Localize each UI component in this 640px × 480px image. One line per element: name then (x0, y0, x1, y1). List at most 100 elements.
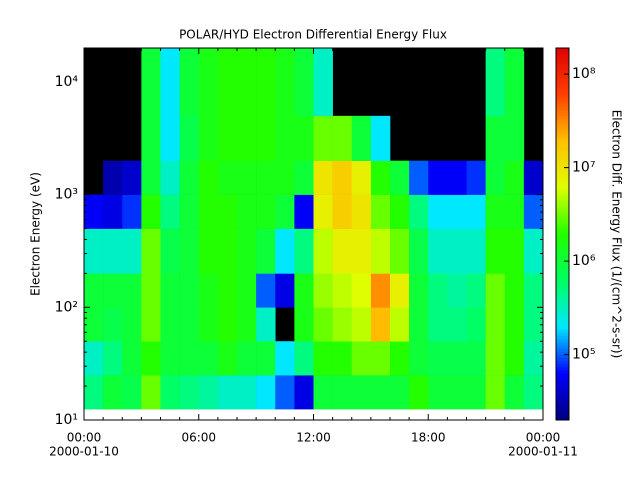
colorbar-segment (556, 314, 569, 319)
cell (160, 307, 180, 342)
colorbar-segment (556, 106, 569, 111)
cell (332, 115, 353, 161)
colorbar-segment (556, 224, 569, 229)
cell (351, 228, 372, 274)
cell (160, 228, 180, 274)
colorbar-segment (556, 323, 569, 328)
cell (294, 273, 314, 308)
cell (217, 228, 238, 274)
cell (504, 115, 525, 161)
cell (256, 194, 276, 229)
colorbar-segment (556, 97, 569, 102)
colorbar-segment (556, 382, 569, 387)
colorbar-segment (556, 218, 569, 223)
x-tick-label: 06:00 (181, 431, 216, 445)
cell (466, 375, 486, 410)
cell (160, 160, 180, 195)
colorbar-segment (556, 196, 569, 201)
colorbar-segment (556, 60, 569, 64)
cell (313, 375, 333, 410)
cell (294, 194, 314, 229)
cell (179, 273, 200, 308)
cell (370, 160, 391, 195)
cell (179, 160, 200, 195)
cell (485, 48, 506, 117)
colorbar-segment (556, 407, 569, 412)
cell (370, 194, 391, 229)
cell (466, 160, 486, 195)
colorbar-segment (556, 54, 569, 58)
cell (256, 228, 276, 274)
cell (217, 194, 238, 229)
cell (179, 228, 200, 274)
cell (466, 273, 486, 308)
colorbar-segment (556, 416, 569, 421)
colorbar-segment (556, 398, 569, 402)
cell (447, 341, 467, 376)
colorbar-segment (556, 292, 569, 297)
colorbar-segment (556, 165, 569, 170)
colorbar-segment (556, 342, 569, 347)
colorbar-segment (556, 94, 569, 99)
cell (351, 341, 372, 376)
cell (332, 307, 353, 342)
cell (409, 341, 429, 376)
colorbar-segment (556, 367, 569, 371)
colorbar-segment (556, 150, 569, 154)
cell (351, 273, 372, 308)
colorbar-tick-label: 10⁶ (572, 253, 596, 269)
cell (237, 115, 257, 161)
colorbar-segment (556, 249, 569, 254)
cell (504, 48, 525, 117)
cell (313, 194, 333, 229)
cell (179, 375, 200, 410)
cell (294, 228, 314, 274)
colorbar-segment (556, 206, 569, 210)
cell (84, 307, 104, 342)
cell (103, 375, 123, 410)
cell (294, 375, 314, 410)
colorbar-segment (556, 75, 569, 80)
cell (523, 228, 544, 274)
cell (275, 48, 295, 117)
colorbar-segment (556, 339, 569, 343)
cell (294, 160, 314, 195)
cell (275, 194, 295, 229)
colorbar-segment (556, 351, 569, 356)
colorbar-segment (556, 178, 569, 182)
cell (390, 341, 410, 376)
cell (332, 375, 353, 410)
cell (447, 307, 467, 342)
cell (523, 194, 544, 229)
colorbar-segment (556, 240, 569, 244)
cell (313, 228, 333, 274)
cell (447, 228, 467, 274)
cell (485, 194, 506, 229)
colorbar-segment (556, 156, 569, 161)
colorbar-segment (556, 302, 569, 306)
colorbar-segment (556, 159, 569, 164)
colorbar-segment (556, 274, 569, 278)
cell (466, 307, 486, 342)
colorbar-segment (556, 385, 569, 390)
colorbar-segment (556, 221, 569, 226)
colorbar-segment (556, 137, 569, 142)
cell (523, 307, 544, 342)
cell (428, 160, 448, 195)
colorbar-segment (556, 168, 569, 173)
cell (103, 228, 123, 274)
cell (198, 341, 219, 376)
cell (485, 375, 506, 410)
cell (141, 341, 161, 376)
cell (313, 341, 333, 376)
cell (217, 160, 238, 195)
cell (256, 341, 276, 376)
cell (332, 228, 353, 274)
colorbar-segment (556, 190, 569, 195)
colorbar-segment (556, 373, 569, 378)
cell (409, 273, 429, 308)
cell (332, 160, 353, 195)
cell (237, 194, 257, 229)
cell (351, 375, 372, 410)
cell (198, 48, 219, 117)
